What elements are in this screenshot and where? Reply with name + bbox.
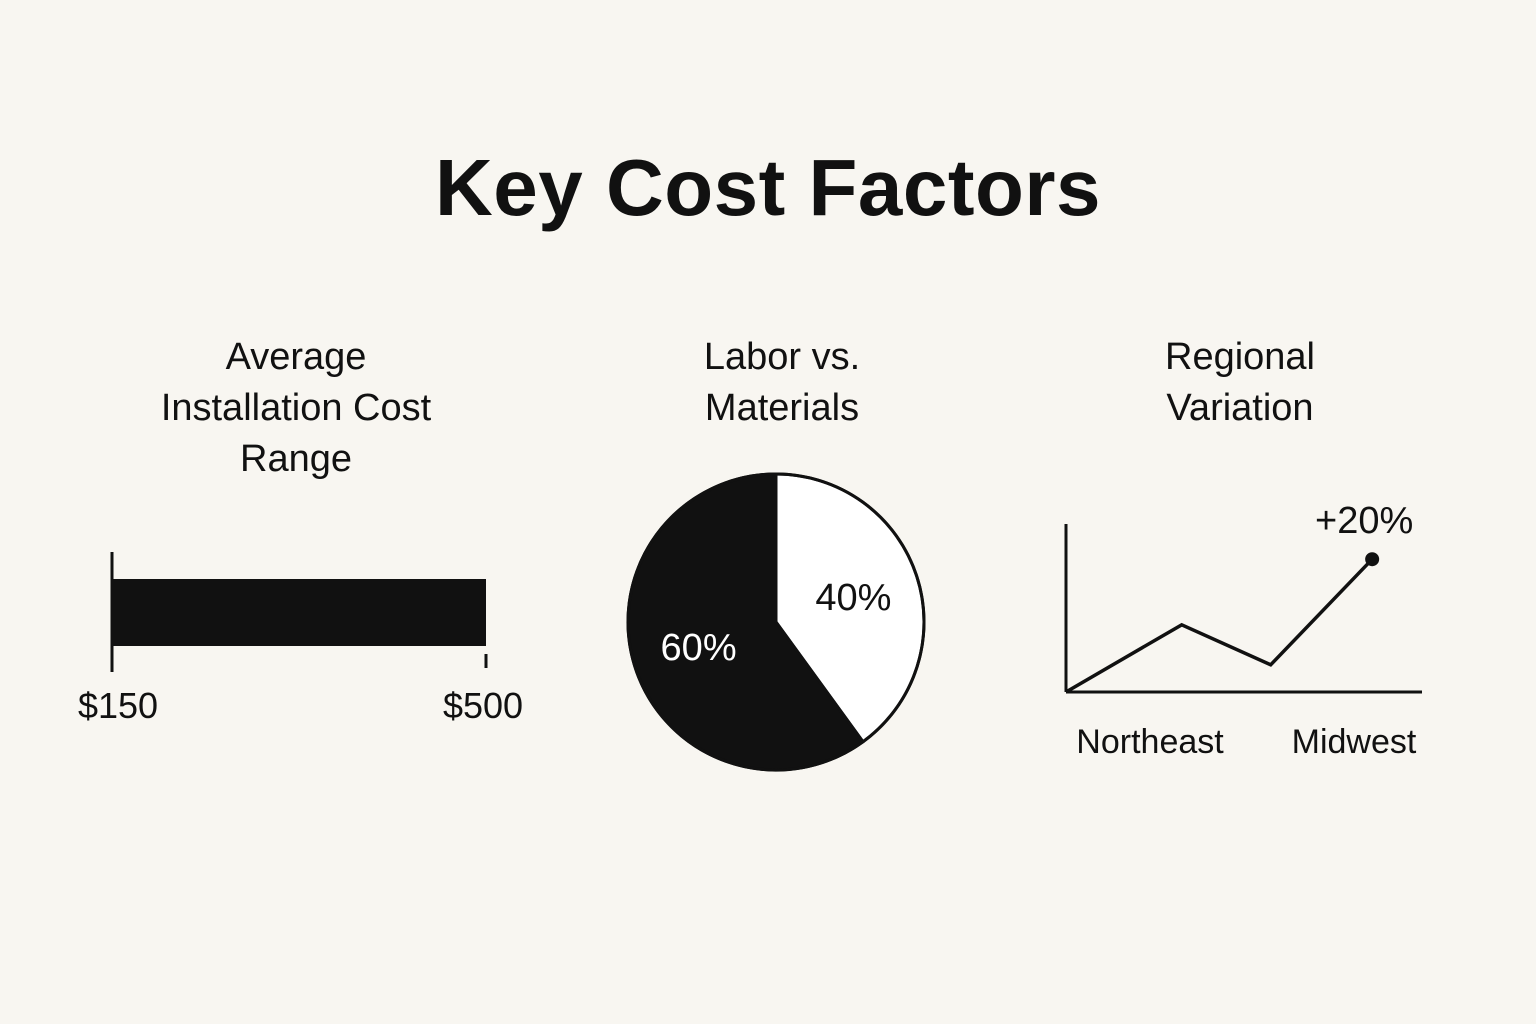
regional-variation-line [1065, 557, 1374, 694]
pie-chart-title-line-1: Labor vs. [703, 336, 861, 378]
line-endpoint-marker [1365, 552, 1380, 567]
bar-chart-title: Average Installation Cost Range [96, 332, 496, 485]
bar-chart-title-line-1: Average [225, 336, 367, 378]
line-x-tick-midwest: Midwest [1292, 723, 1417, 761]
pie-chart-title: Labor vs. Materials [582, 332, 982, 434]
line-chart-title-line-2: Variation [1166, 387, 1314, 429]
line-x-tick-northeast: Northeast [1076, 723, 1224, 761]
pie-chart-title-line-2: Materials [704, 387, 860, 429]
line-chart-title: Regional Variation [1040, 332, 1440, 434]
pie-outline [626, 472, 926, 772]
pie-slice-label-40: 40% [815, 577, 891, 619]
line-endpoint-label: +20% [1315, 500, 1413, 542]
bar-tick-label-max: $500 [443, 685, 523, 726]
bar-tick-label-min: $150 [78, 685, 158, 726]
bar-chart-title-line-2: Installation Cost [160, 387, 432, 429]
bar-chart-title-line-3: Range [240, 438, 352, 480]
page-title: Key Cost Factors [435, 143, 1101, 232]
pie-slice-label-60: 60% [661, 627, 737, 669]
line-chart-title-line-1: Regional [1165, 336, 1315, 378]
cost-range-bar [112, 579, 486, 646]
